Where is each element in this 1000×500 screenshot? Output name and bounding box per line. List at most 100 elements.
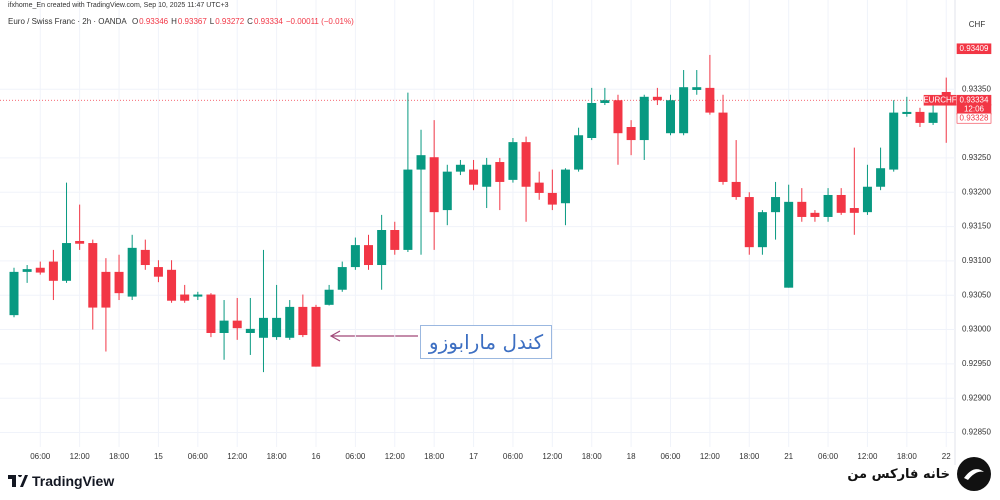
countdown: 12:06 <box>964 104 985 113</box>
candle-body <box>245 328 255 333</box>
last-symbol-bg <box>923 94 957 106</box>
brand-logo: TradingView <box>8 473 114 489</box>
candle-body <box>547 192 557 205</box>
x-tick-label: 16 <box>312 452 321 461</box>
candle-body <box>364 245 374 266</box>
candle-body <box>862 186 872 213</box>
legend-value: 0.93334 <box>253 17 283 26</box>
last-symbol: EURCHF <box>923 95 956 104</box>
legend-value: 0.93272 <box>215 17 245 26</box>
candle-body <box>75 240 85 244</box>
legend-value: 0.93346 <box>139 17 169 26</box>
candle-body <box>403 169 413 250</box>
candle-body <box>574 135 584 170</box>
annotation-arrowhead <box>329 330 341 342</box>
candle-body <box>757 212 767 248</box>
candle-body <box>193 294 203 297</box>
brand-icon <box>8 475 28 487</box>
candle-body <box>258 317 268 338</box>
candle-body <box>534 182 544 193</box>
marker-price-bg <box>956 43 992 55</box>
x-tick-label: 12:00 <box>227 452 248 461</box>
candle-body <box>928 112 938 123</box>
x-tick-label: 18:00 <box>109 452 130 461</box>
candle-body <box>521 142 531 187</box>
x-tick-label: 06:00 <box>660 452 681 461</box>
candle-body <box>889 112 899 170</box>
site-logo: خانه فارکس من <box>847 456 992 492</box>
candle-body <box>219 320 229 333</box>
legend-key: C <box>247 17 253 26</box>
x-tick-label: 15 <box>154 452 163 461</box>
candle-body <box>587 102 597 138</box>
candle-body <box>206 294 216 333</box>
candle-body <box>600 100 610 103</box>
legend-key: O <box>131 17 139 26</box>
last-price: 0.93334 <box>960 95 989 104</box>
candle-body <box>915 111 925 123</box>
x-tick-label: 12:00 <box>857 452 878 461</box>
watermark: ifxhome_En created with TradingView.com,… <box>8 2 229 9</box>
candle-body <box>639 96 649 141</box>
x-tick-label: 06:00 <box>503 452 524 461</box>
candle-body <box>232 320 242 329</box>
candle-body <box>167 269 177 301</box>
candle-body <box>337 267 347 290</box>
candle-body <box>272 317 282 338</box>
marker-price-bg <box>956 112 992 124</box>
candle-body <box>626 127 636 141</box>
candle-body <box>692 87 702 90</box>
legend-value: 0.93367 <box>177 17 207 26</box>
candle-body <box>771 197 781 213</box>
y-tick-label: 0.93100 <box>962 256 991 265</box>
candle-body <box>455 164 465 172</box>
candle-body <box>48 261 58 281</box>
y-tick-label: 0.93150 <box>962 222 991 231</box>
candle-body <box>35 267 45 273</box>
candle-body <box>140 249 150 266</box>
candle-body <box>495 162 505 182</box>
candle-body <box>9 271 19 316</box>
y-tick-label: 0.93200 <box>962 187 991 196</box>
y-tick-label: 0.93000 <box>962 325 991 334</box>
legend: Euro / Swiss Franc · 2h · OANDA O0.93346… <box>8 17 357 26</box>
candle-body <box>442 171 452 211</box>
candle-body <box>127 247 137 297</box>
x-tick-label: 18:00 <box>739 452 760 461</box>
y-tick-label: 0.92950 <box>962 359 991 368</box>
candle-body <box>679 87 689 134</box>
candle-body <box>560 169 570 204</box>
candle-body <box>784 201 794 288</box>
x-tick-label: 18:00 <box>267 452 288 461</box>
brand-name: TradingView <box>32 473 115 489</box>
x-tick-label: 22 <box>942 452 951 461</box>
site-name: خانه فارکس من <box>847 466 950 482</box>
x-tick-label: 18 <box>627 452 636 461</box>
y-tick-label: 0.92900 <box>962 393 991 402</box>
y-tick-label: 0.93350 <box>962 84 991 93</box>
x-tick-label: 12:00 <box>70 452 91 461</box>
candle-body <box>613 100 623 134</box>
candle-body <box>508 142 518 180</box>
legend-key: L <box>209 17 215 26</box>
candle-body <box>902 111 912 114</box>
candle-body <box>88 243 98 308</box>
candle-body <box>652 96 662 101</box>
candle-body <box>731 181 741 198</box>
x-tick-label: 06:00 <box>818 452 839 461</box>
currency: CHF <box>969 20 986 29</box>
candle-body <box>311 306 321 367</box>
candle-body <box>836 194 846 213</box>
candle-body <box>797 201 807 217</box>
candle-body <box>350 245 360 268</box>
x-tick-label: 12:00 <box>542 452 563 461</box>
candle-body <box>666 100 675 134</box>
y-tick-label: 0.93050 <box>962 290 991 299</box>
candle-body <box>705 87 715 113</box>
candle-body <box>324 289 334 305</box>
y-tick-label: 0.93250 <box>962 153 991 162</box>
candle-body <box>482 164 492 187</box>
x-tick-label: 18:00 <box>424 452 445 461</box>
